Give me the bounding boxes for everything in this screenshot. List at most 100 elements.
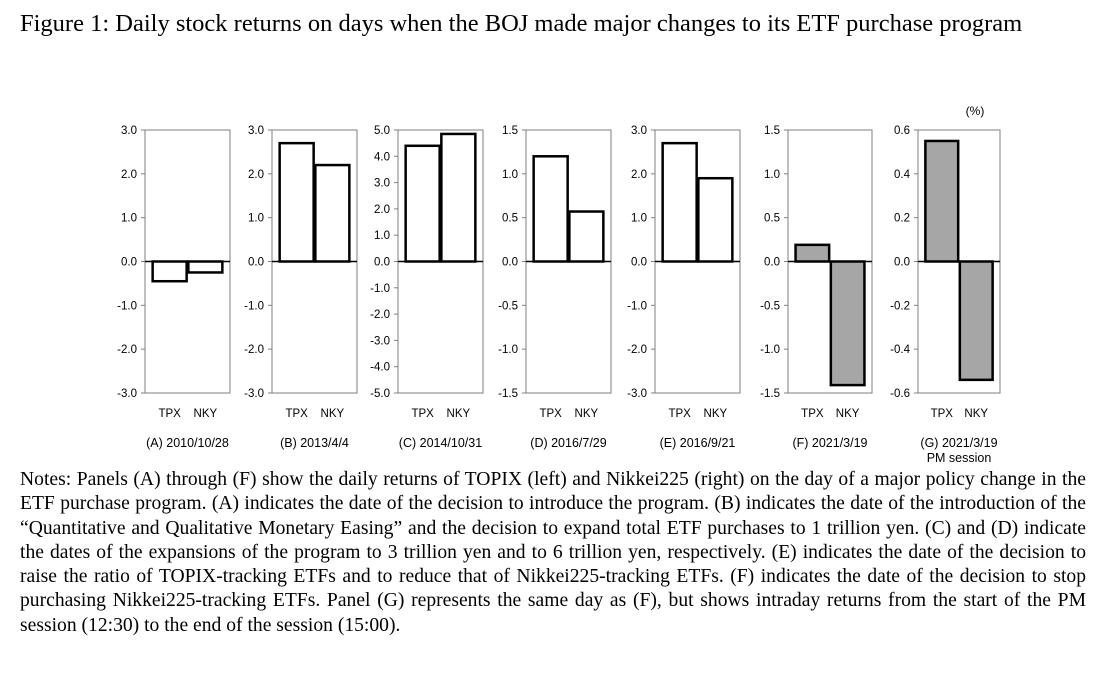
y-tick-label: -0.4: [890, 344, 910, 356]
y-tick-label: -1.0: [498, 344, 518, 356]
y-tick-label: -0.5: [760, 300, 780, 312]
y-tick-label: 1.0: [374, 230, 390, 242]
y-tick-label: -5.0: [370, 388, 390, 400]
panel-label: (F) 2021/3/19: [792, 436, 867, 450]
panel-a: -3.0 -2.0 -1.0 0.0 1.0 2.0 3.0 TPX NKY (A) 2010/1…: [117, 125, 231, 450]
category-label: TPX: [801, 408, 824, 420]
y-tick-label: -2.0: [117, 344, 137, 356]
y-tick-label: -2.0: [370, 309, 390, 321]
y-tick-label: 1.0: [248, 213, 264, 225]
bar-tpx: [532, 155, 569, 263]
y-tick-label: -1.0: [244, 300, 264, 312]
y-tick-label: 0.0: [894, 257, 910, 269]
y-tick-label: 3.0: [121, 125, 137, 137]
bar-tpx: [924, 139, 960, 263]
figure-title: Figure 1: Daily stock returns on days wh…: [20, 10, 1023, 37]
y-tick-label: -1.0: [117, 300, 137, 312]
y-tick-label: -4.0: [370, 362, 390, 374]
y-tick-label: 0.5: [502, 213, 518, 225]
y-tick-label: -0.6: [890, 388, 910, 400]
category-label: TPX: [931, 408, 954, 420]
panel-label: (B) 2013/4/4: [280, 436, 349, 450]
bar-tpx: [661, 141, 698, 263]
bar-tpx: [278, 141, 315, 263]
y-tick-label: -2.0: [244, 344, 264, 356]
y-tick-label: 5.0: [374, 125, 390, 137]
y-tick-label: -1.0: [370, 283, 390, 295]
y-tick-label: 0.2: [894, 213, 910, 225]
y-tick-label: 0.0: [502, 257, 518, 269]
panel-e: -3.0 -2.0 -1.0 0.0 1.0 2.0 3.0 TPX NKY (E) 2016/9…: [627, 125, 741, 450]
y-tick-label: 1.5: [764, 125, 780, 137]
y-tick-label: 2.0: [121, 169, 137, 181]
category-label: NKY: [321, 408, 345, 420]
y-tick-label: 1.0: [121, 213, 137, 225]
y-tick-label: 0.0: [248, 257, 264, 269]
bar-nky: [568, 210, 605, 263]
category-label: NKY: [447, 408, 471, 420]
bar-nky: [314, 163, 351, 263]
category-label: TPX: [285, 408, 308, 420]
y-tick-label: 2.0: [631, 169, 647, 181]
y-tick-label: -0.2: [890, 300, 910, 312]
y-tick-label: 0.0: [764, 257, 780, 269]
y-tick-label: -2.0: [627, 344, 647, 356]
panel-label: (E) 2016/9/21: [660, 436, 736, 450]
category-label: NKY: [194, 408, 218, 420]
y-tick-label: 0.6: [894, 125, 910, 137]
y-tick-label: 2.0: [248, 169, 264, 181]
y-tick-label: 0.0: [374, 257, 390, 269]
panel-g: -0.6 -0.4 -0.2 0.0 0.2 0.4 0.6 TPX NKY (G) 2021/3…: [890, 125, 1001, 465]
category-label: NKY: [704, 408, 728, 420]
category-label: TPX: [411, 408, 434, 420]
y-tick-label: 1.0: [764, 169, 780, 181]
y-tick-label: 0.0: [121, 257, 137, 269]
category-label: TPX: [539, 408, 562, 420]
y-tick-label: 2.0: [374, 204, 390, 216]
y-tick-label: -1.5: [760, 388, 780, 400]
unit-label: (%): [966, 104, 985, 118]
bar-tpx: [151, 260, 188, 283]
panel-d: -1.5 -1.0 -0.5 0.0 0.5 1.0 1.5 TPX NKY (D) 2016/7…: [498, 125, 612, 450]
y-tick-label: -3.0: [370, 335, 390, 347]
y-tick-label: -3.0: [244, 388, 264, 400]
bar-nky: [829, 260, 866, 387]
bar-nky: [440, 132, 477, 263]
figure-notes: Notes: Panels (A) through (F) show the d…: [20, 469, 1086, 636]
panel-label: (C) 2014/10/31: [399, 436, 482, 450]
panel-b: -3.0 -2.0 -1.0 0.0 1.0 2.0 3.0 TPX NKY (B) 2013/4…: [244, 125, 358, 450]
y-tick-label: 0.0: [631, 257, 647, 269]
y-tick-label: -3.0: [627, 388, 647, 400]
y-tick-label: 0.4: [894, 169, 911, 181]
y-tick-label: -3.0: [117, 388, 137, 400]
category-label: NKY: [964, 408, 988, 420]
panel-f: -1.5 -1.0 -0.5 0.0 0.5 1.0 1.5 TPX NKY (F) 2021/3…: [760, 125, 873, 450]
panel-label: (G) 2021/3/19: [920, 436, 997, 450]
y-tick-label: 1.0: [631, 213, 647, 225]
panel-label: (D) 2016/7/29: [530, 436, 606, 450]
y-tick-label: 1.5: [502, 125, 518, 137]
category-label: NKY: [575, 408, 599, 420]
panel-sublabel: PM session: [927, 451, 992, 465]
y-tick-label: 3.0: [374, 178, 390, 190]
category-label: NKY: [836, 408, 860, 420]
y-tick-label: -1.0: [760, 344, 780, 356]
bar-nky: [697, 176, 734, 263]
y-tick-label: 3.0: [631, 125, 647, 137]
y-tick-label: -1.0: [627, 300, 647, 312]
y-tick-label: -1.5: [498, 388, 518, 400]
category-label: TPX: [668, 408, 691, 420]
bar-tpx: [794, 243, 831, 263]
bar-tpx: [404, 144, 441, 263]
panel-label: (A) 2010/10/28: [146, 436, 229, 450]
category-label: TPX: [158, 408, 181, 420]
bar-nky: [958, 260, 994, 382]
y-tick-label: 3.0: [248, 125, 264, 137]
y-tick-label: 4.0: [374, 151, 390, 163]
y-tick-label: -0.5: [498, 300, 518, 312]
chart-panels: (%) -3.0 -2.0 -1.0 0.0 1.0 2.0 3.0 TPX NKY (A) 20…: [117, 104, 1001, 465]
y-tick-label: 0.5: [764, 213, 780, 225]
bar-nky: [187, 260, 224, 274]
y-tick-label: 1.0: [502, 169, 518, 181]
panel-c: -5.0 -4.0 -3.0 -2.0 -1.0 0.0 1.0 2.0 3.0 4.0 5.0 TP…: [370, 125, 484, 450]
